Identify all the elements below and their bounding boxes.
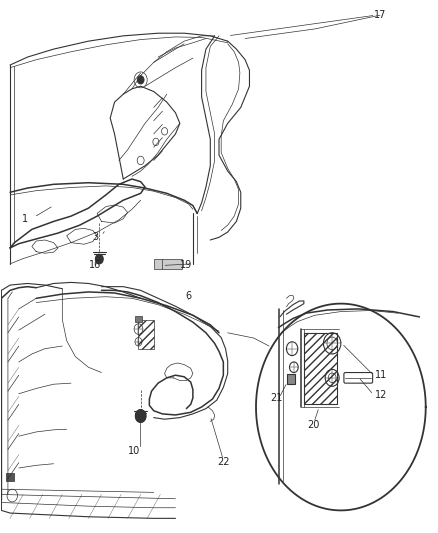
Text: 6: 6 — [185, 290, 191, 301]
Text: 21: 21 — [270, 393, 283, 403]
FancyBboxPatch shape — [344, 373, 373, 383]
Bar — [135, 316, 141, 322]
Bar — [154, 259, 182, 269]
Text: 16: 16 — [89, 261, 101, 270]
Text: 11: 11 — [375, 370, 387, 380]
Bar — [138, 319, 154, 349]
Text: 1: 1 — [22, 214, 28, 224]
Bar — [6, 473, 14, 481]
Circle shape — [137, 76, 144, 84]
Text: 19: 19 — [180, 261, 192, 270]
Bar — [304, 333, 336, 405]
Text: 10: 10 — [128, 446, 140, 456]
Text: 22: 22 — [217, 457, 230, 466]
Text: 20: 20 — [307, 419, 320, 430]
Text: 3: 3 — [92, 232, 98, 243]
Text: 12: 12 — [375, 390, 387, 400]
Bar — [287, 374, 295, 384]
Circle shape — [95, 254, 103, 264]
Circle shape — [135, 410, 146, 422]
Text: 17: 17 — [374, 10, 386, 20]
